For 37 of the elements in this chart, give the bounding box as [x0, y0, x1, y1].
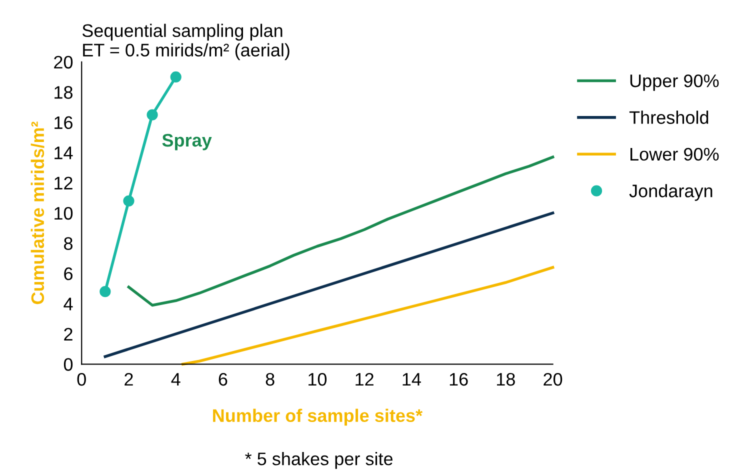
- y-tick-label: 10: [54, 206, 73, 220]
- line-series: [127, 156, 554, 307]
- line-series: [182, 266, 554, 366]
- x-tick-label: 2: [124, 372, 133, 386]
- chart-title: Sequential sampling plan ET = 0.5 mirids/m² (aerial): [82, 24, 290, 60]
- legend-label: Threshold: [629, 110, 708, 124]
- x-tick-label: 14: [402, 373, 421, 386]
- y-tick-label: 12: [54, 176, 72, 190]
- y-tick-label: 2: [64, 328, 72, 340]
- x-tick-label: 0: [77, 372, 86, 386]
- y-tick-label: 4: [64, 298, 73, 310]
- y-tick-label: 0: [64, 358, 73, 371]
- x-tick-label: 10: [308, 372, 327, 386]
- point: [123, 195, 134, 206]
- x-tick-label: 6: [218, 372, 228, 386]
- x-tick-label: 20: [544, 372, 562, 386]
- legend-label: Lower 90%: [630, 148, 719, 161]
- point: [170, 71, 182, 83]
- x-tick-label: 16: [450, 372, 468, 386]
- point: [146, 109, 158, 120]
- y-tick-label: 8: [64, 237, 72, 250]
- x-tick-label: 8: [266, 372, 274, 386]
- x-axis-title: Number of sample sites*: [213, 408, 423, 426]
- point: [100, 286, 111, 298]
- x-tick-label: 18: [497, 372, 515, 386]
- y-tick-label: 14: [54, 146, 73, 160]
- legend-label: Upper 90%: [630, 74, 719, 91]
- x-tick-label: 4: [171, 373, 180, 386]
- y-tick-label: 6: [64, 267, 72, 280]
- y-tick-label: 16: [54, 116, 72, 130]
- annotation: Spray: [162, 134, 212, 150]
- legend-label: Jondarayn: [629, 184, 712, 201]
- y-axis-title: Cumulative mirids/m²: [30, 122, 44, 304]
- text: * 5 shakes per site: [245, 452, 393, 469]
- x-tick-label: 12: [356, 372, 374, 386]
- y-tick-label: 18: [54, 86, 73, 99]
- y-tick-label: 20: [54, 56, 73, 69]
